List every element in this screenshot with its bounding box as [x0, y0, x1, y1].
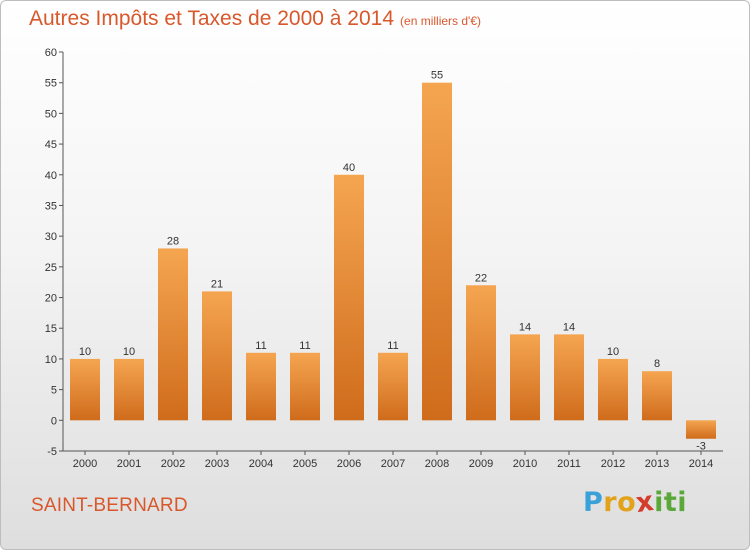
x-tick-label-2012: 2012: [601, 458, 625, 470]
y-tick-label: 20: [45, 293, 57, 305]
value-label-2007: 11: [387, 340, 398, 352]
y-tick-label: 55: [45, 78, 57, 90]
bar-2002: [158, 248, 188, 421]
x-tick-label-2001: 2001: [117, 458, 141, 470]
value-label-2009: 22: [475, 272, 487, 284]
value-label-2002: 28: [167, 235, 179, 247]
value-label-2005: 11: [299, 340, 310, 352]
x-tick-label-2004: 2004: [249, 458, 273, 470]
y-tick-label: 10: [45, 354, 57, 366]
bar-2009: [466, 285, 496, 421]
y-tick-label: 50: [45, 108, 57, 120]
logo-letter: i: [654, 487, 664, 518]
value-label-2014: -3: [696, 441, 706, 453]
value-label-2013: 8: [654, 358, 660, 370]
chart-value-labels: 10 10 28 21 11 11 40 11 55 22 14 14 10 8 -3: [79, 70, 706, 453]
chart-title: Autres Impôts et Taxes de 2000 à 2014 (en…: [29, 7, 481, 31]
y-tick-label: 45: [45, 139, 57, 151]
x-tick-label-2003: 2003: [205, 458, 229, 470]
y-tick-label: 35: [45, 200, 57, 212]
value-label-2000: 10: [79, 346, 91, 358]
value-label-2004: 11: [255, 340, 266, 352]
x-tick-label-2002: 2002: [161, 458, 185, 470]
bar-2001: [114, 358, 144, 421]
bar-2008: [422, 82, 452, 421]
x-tick-label-2008: 2008: [425, 458, 449, 470]
y-tick-label: 25: [45, 262, 57, 274]
bar-2014: [686, 420, 716, 439]
value-label-2003: 21: [211, 278, 223, 290]
logo-letter: o: [617, 487, 637, 518]
bar-2010: [510, 334, 540, 421]
value-label-2010: 14: [519, 321, 531, 333]
x-tick-label-2007: 2007: [381, 458, 405, 470]
x-tick-label-2014: 2014: [689, 458, 713, 470]
proxiti-logo: Proxiti: [583, 485, 688, 520]
value-label-2008: 55: [431, 70, 443, 82]
place-name: SAINT-BERNARD: [31, 495, 188, 516]
y-tick-label: 0: [51, 415, 57, 427]
x-tick-label-2009: 2009: [469, 458, 493, 470]
bar-2004: [246, 352, 276, 421]
logo-letter: r: [603, 487, 618, 518]
bar-2000: [70, 358, 100, 421]
bar-2005: [290, 352, 320, 421]
y-tick-label: 40: [45, 170, 57, 182]
logo-letter: t: [663, 487, 678, 518]
value-label-2006: 40: [343, 162, 355, 174]
value-label-2001: 10: [123, 346, 135, 358]
chart-axes: -5 0 5 10 15 20 25 30 35 40 45 50 55 60 2000 2001 2002 20…: [45, 47, 723, 470]
logo-letter: i: [677, 487, 688, 518]
bar-2011: [554, 334, 584, 421]
chart-bars: [70, 82, 716, 439]
y-tick-label: -5: [47, 446, 57, 458]
x-tick-label-2005: 2005: [293, 458, 317, 470]
y-tick-label: 60: [45, 47, 57, 59]
logo-letter: x: [634, 485, 657, 520]
chart-title-text: Autres Impôts et Taxes de 2000 à 2014: [29, 7, 395, 30]
chart-subtitle: (en milliers d'€): [400, 14, 482, 28]
x-tick-label-2000: 2000: [73, 458, 97, 470]
x-tick-label-2011: 2011: [557, 458, 581, 470]
bar-2013: [642, 371, 672, 421]
bar-2003: [202, 291, 232, 421]
y-tick-label: 30: [45, 231, 57, 243]
bar-2006: [334, 174, 364, 421]
y-tick-label: 15: [45, 323, 57, 335]
x-tick-label-2013: 2013: [645, 458, 669, 470]
bar-2007: [378, 352, 408, 421]
x-tick-label-2010: 2010: [513, 458, 537, 470]
value-label-2011: 14: [563, 321, 575, 333]
logo-letter: P: [583, 487, 604, 518]
y-tick-label: 5: [51, 385, 57, 397]
x-tick-label-2006: 2006: [337, 458, 361, 470]
value-label-2012: 10: [607, 346, 619, 358]
bar-2012: [598, 358, 628, 421]
